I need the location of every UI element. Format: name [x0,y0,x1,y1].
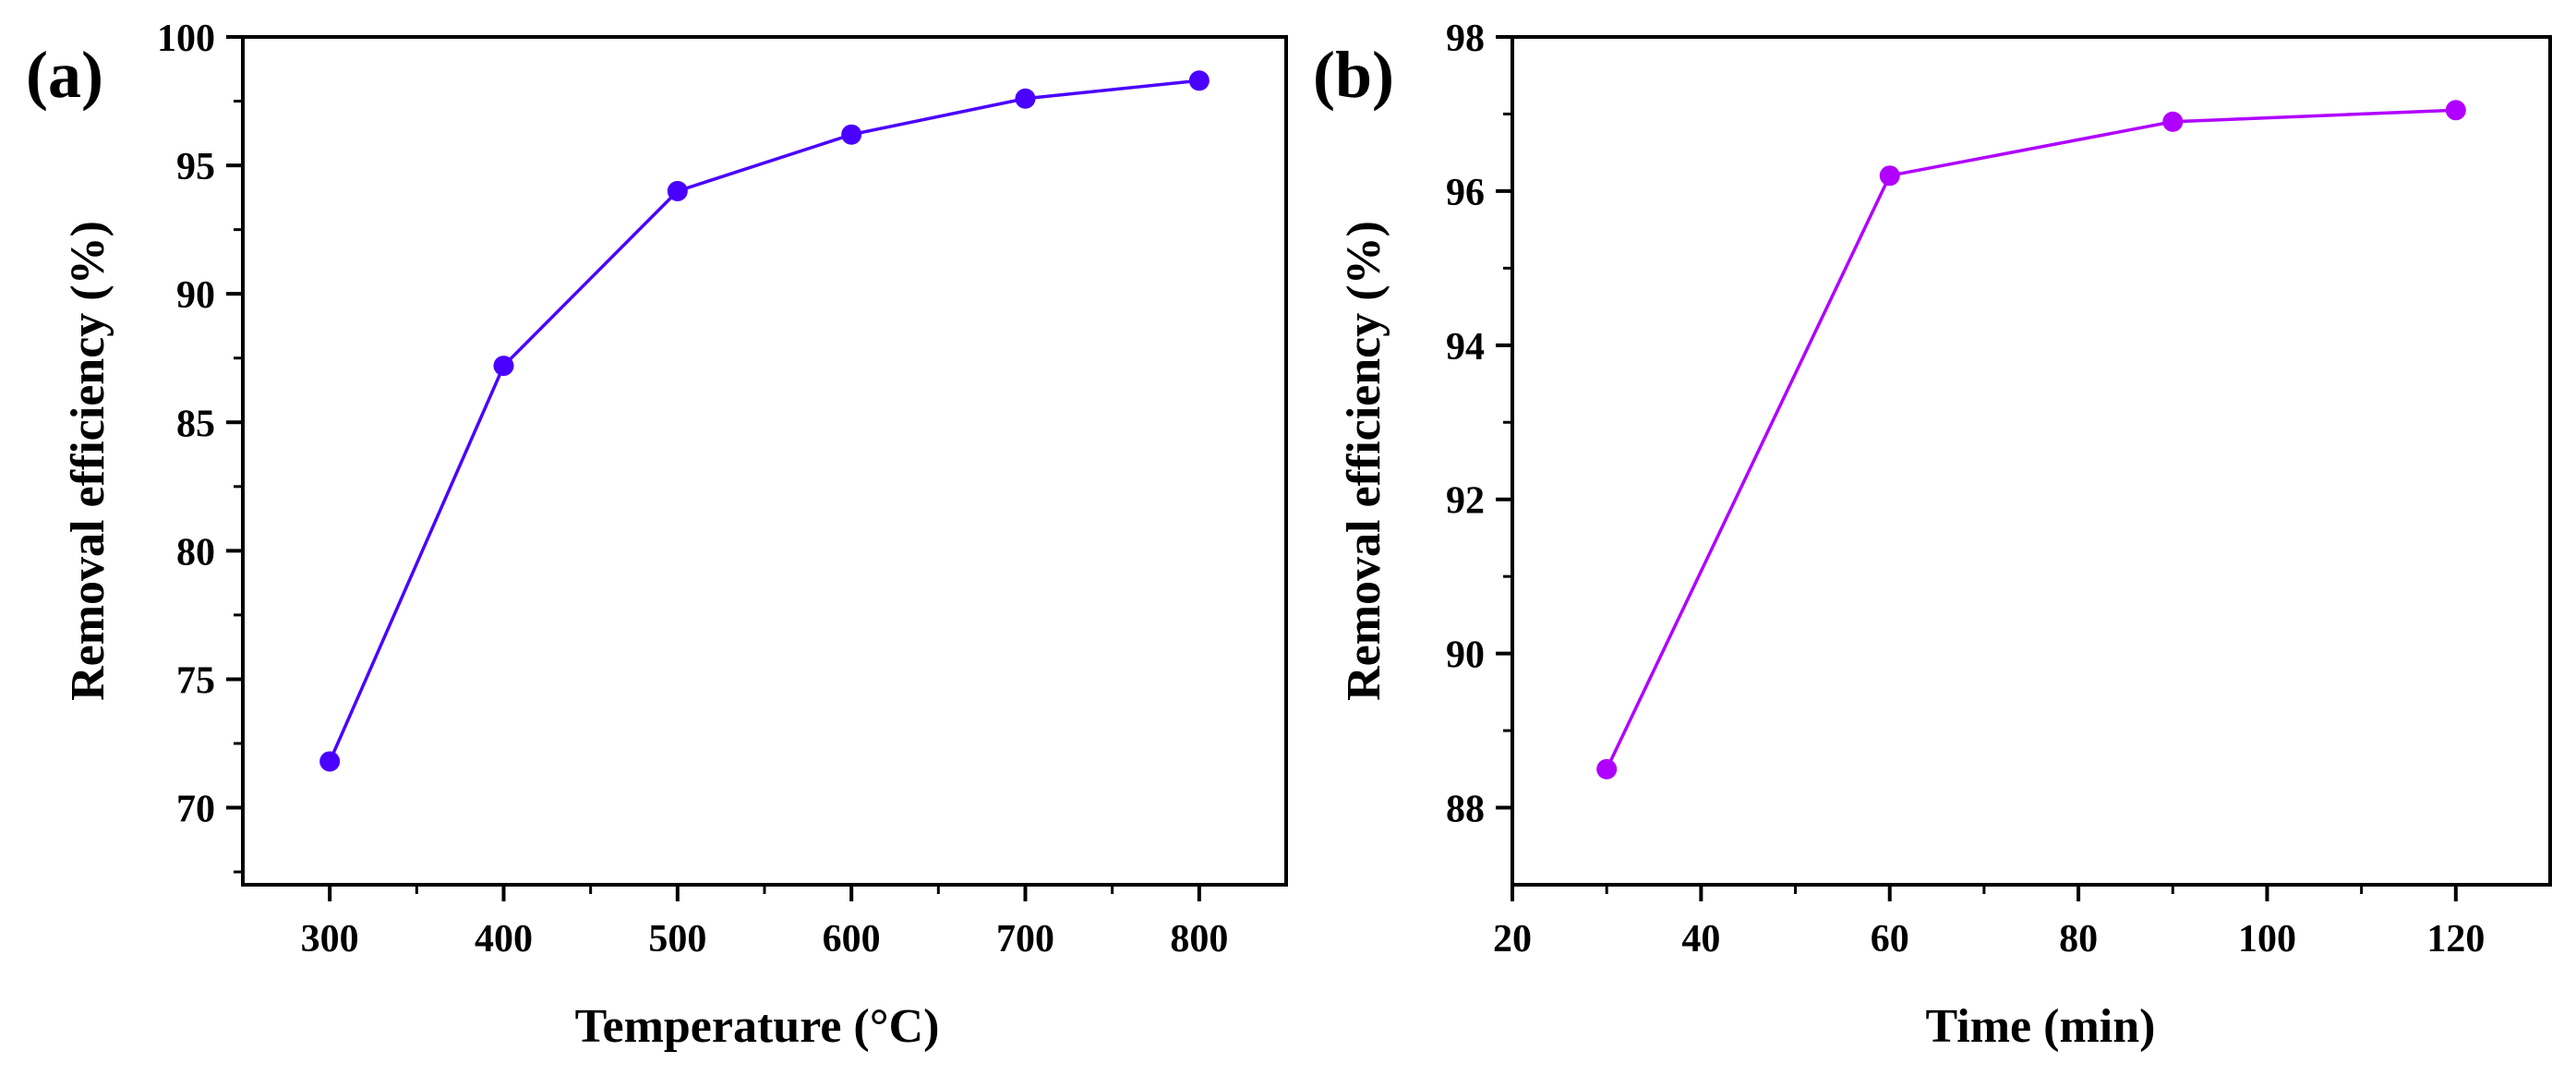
data-point [1015,88,1036,109]
y-tick-label: 70 [176,789,215,831]
data-point [493,356,514,377]
x-tick-label: 120 [2426,918,2485,960]
x-tick-label: 800 [1170,918,1228,960]
data-point [2162,111,2184,132]
data-point [319,751,341,772]
series-line [328,79,1200,763]
x-tick-label: 700 [996,918,1054,960]
x-tick-label: 60 [1871,918,1909,960]
x-tick-label: 100 [2238,918,2296,960]
y-tick-label: 90 [1446,634,1485,677]
panel-label: (b) [1313,38,1394,112]
x-axis-title: Temperature (°C) [575,1000,940,1053]
y-tick-label: 98 [1446,18,1485,60]
y-tick-label: 75 [176,659,215,702]
x-tick-label: 20 [1493,918,1532,960]
y-tick-label: 100 [157,18,215,60]
x-tick-label: 300 [301,918,359,960]
data-point [2445,100,2466,121]
data-point [1879,165,1900,187]
y-tick-label: 94 [1446,326,1485,368]
x-tick-label: 400 [475,918,533,960]
x-axis-title: Time (min) [1926,1000,2156,1053]
panel-label: (a) [26,38,103,112]
chart-panel-a: 300 400 500 600 700 800 70 75 80 85 90 95 100 Tempera… [26,18,1288,1053]
series-line [1605,108,2456,770]
y-tick-label: 90 [176,274,215,317]
chart-panel-b: 20 40 60 80 100 120 88 90 92 94 96 98 Time (min) Remo… [1313,18,2552,1053]
y-tick-label: 92 [1446,480,1485,523]
y-tick-label: 88 [1446,789,1485,831]
y-tick-label: 85 [176,403,215,445]
y-tick-label: 80 [176,531,215,574]
data-point [1188,70,1210,91]
x-tick-label: 500 [648,918,706,960]
x-tick-label: 80 [2059,918,2098,960]
x-tick-label: 600 [823,918,881,960]
plot-frame [1511,35,2552,887]
y-tick-label: 95 [176,146,215,188]
x-tick-label: 40 [1681,918,1720,960]
y-tick-label: 96 [1446,172,1485,214]
data-point [841,124,862,145]
data-point [1596,758,1618,779]
data-point [667,180,688,201]
y-axis-title: Removal efficiency (%) [1338,221,1390,701]
y-axis-title: Removal efficiency (%) [62,221,114,701]
